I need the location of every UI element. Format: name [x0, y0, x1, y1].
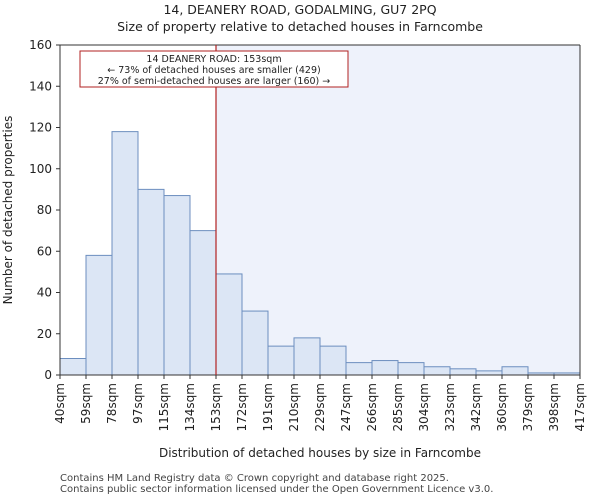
x-tick-label: 247sqm: [339, 383, 353, 431]
x-tick-label: 285sqm: [391, 383, 405, 431]
bar-360sqm: [501, 366, 529, 376]
x-tick-label: 153sqm: [209, 383, 223, 431]
x-axis-title: Distribution of detached houses by size …: [159, 446, 481, 460]
chart-title-address: 14, DEANERY ROAD, GODALMING, GU7 2PQ: [163, 2, 437, 17]
annotation-line-1: 14 DEANERY ROAD: 153sqm: [146, 54, 281, 65]
y-tick-label: 80: [37, 203, 52, 217]
y-tick-label: 160: [29, 38, 52, 52]
bar-323sqm: [449, 368, 477, 376]
x-tick-label: 97sqm: [131, 383, 145, 424]
y-tick-label: 40: [37, 286, 52, 300]
histogram-chart: 0 20 40 60 80 100 120 140 160 40sqm 59sqm 78sqm 97sq…: [1, 38, 587, 460]
x-tick-label: 40sqm: [53, 383, 67, 424]
bar-342sqm: [475, 370, 503, 376]
y-tick-label: 0: [44, 368, 52, 382]
x-tick-label: 78sqm: [105, 383, 119, 424]
annotation-box: [79, 50, 349, 88]
x-tick-label: 342sqm: [469, 383, 483, 431]
footer-copyright: Contains HM Land Registry data © Crown c…: [60, 473, 449, 484]
y-tick-label: 120: [29, 121, 52, 135]
bar-40sqm: [59, 358, 87, 376]
bar-285sqm: [397, 362, 425, 376]
x-tick-label: 134sqm: [183, 383, 197, 431]
x-tick-label: 59sqm: [79, 383, 93, 424]
bar-247sqm: [345, 362, 373, 376]
bar-304sqm: [423, 366, 451, 376]
x-tick-label: 323sqm: [443, 383, 457, 431]
y-tick-label: 60: [37, 244, 52, 258]
bar-115sqm: [163, 195, 191, 376]
bar-172sqm: [241, 310, 269, 376]
x-tick-label: 229sqm: [313, 383, 327, 431]
chart-title: Size of property relative to detached ho…: [117, 19, 483, 34]
x-tick-label: 304sqm: [417, 383, 431, 431]
bar-266sqm: [371, 360, 399, 376]
x-tick-label: 360sqm: [495, 383, 509, 431]
x-tick-label: 172sqm: [235, 383, 249, 431]
x-tick-label: 398sqm: [547, 383, 561, 431]
x-tick-label: 191sqm: [261, 383, 275, 431]
shaded-region: [216, 45, 580, 375]
bar-191sqm: [267, 345, 295, 376]
y-tick-label: 20: [37, 327, 52, 341]
y-tick-label: 140: [29, 79, 52, 93]
x-tick-label: 266sqm: [365, 383, 379, 431]
bar-97sqm: [137, 188, 165, 376]
x-tick-label: 210sqm: [287, 383, 301, 431]
x-tick-label: 115sqm: [157, 383, 171, 431]
footer-licence: Contains public sector information licen…: [60, 484, 494, 495]
bar-78sqm: [111, 131, 139, 376]
bar-153sqm: [215, 273, 243, 376]
annotation-line-2: ← 73% of detached houses are smaller (42…: [107, 65, 320, 76]
bar-229sqm: [319, 345, 347, 376]
x-tick-label: 379sqm: [521, 383, 535, 431]
y-tick-label: 100: [29, 162, 52, 176]
bar-59sqm: [85, 254, 113, 376]
annotation-line-3: 27% of semi-detached houses are larger (…: [98, 76, 331, 87]
y-axis-title: Number of detached properties: [1, 116, 15, 305]
bar-210sqm: [293, 337, 321, 376]
x-tick-label: 417sqm: [573, 383, 587, 431]
bar-134sqm: [189, 230, 217, 376]
